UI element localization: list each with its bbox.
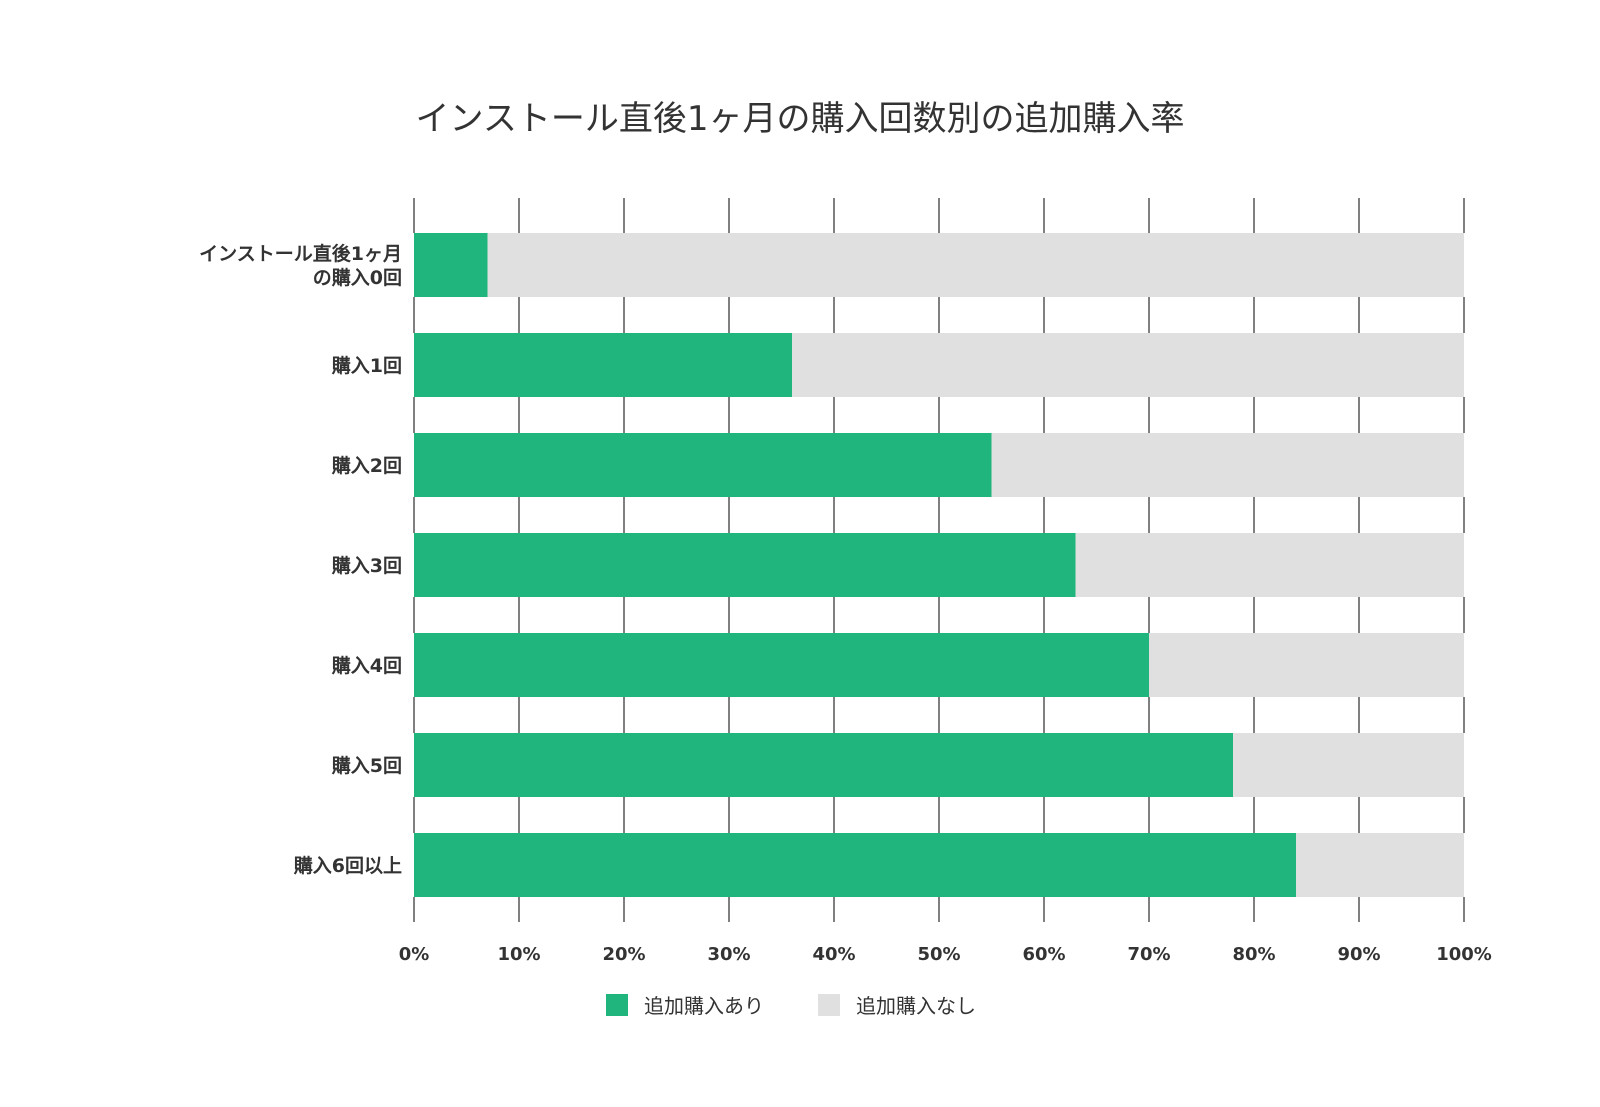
x-tick-label-9: 90% (1337, 944, 1380, 965)
grid-layer (413, 198, 1465, 922)
category-label-2: 購入2回 (332, 454, 402, 477)
x-tick-label-3: 30% (707, 944, 750, 965)
x-tick-label-6: 60% (1022, 944, 1065, 965)
x-tick-label-2: 20% (602, 944, 645, 965)
category-labels: インストール直後1ヶ月の購入0回購入1回購入2回購入3回購入4回購入5回購入6回… (199, 242, 402, 877)
x-tick-label-10: 100% (1436, 944, 1492, 965)
category-label-4: 購入4回 (332, 654, 402, 677)
bar-without-additional-5 (1233, 733, 1464, 797)
bar-without-additional-2 (991, 433, 1464, 497)
x-tick-label-8: 80% (1232, 944, 1275, 965)
bar-with-additional-0 (414, 233, 488, 297)
x-tick-labels: 0% 10% 20% 30% 40% 50% 60% 70% 80% 90% 100% (399, 944, 1492, 965)
category-label-3: 購入3回 (332, 554, 402, 577)
bar-without-additional-3 (1075, 533, 1464, 597)
bars-layer (414, 233, 1464, 897)
x-tick-label-4: 40% (812, 944, 855, 965)
bar-with-additional-4 (414, 633, 1149, 697)
x-tick-label-5: 50% (917, 944, 960, 965)
bar-with-additional-6 (414, 833, 1296, 897)
category-label-0-line-0: インストール直後1ヶ月 (199, 242, 402, 265)
legend-swatch-0 (606, 994, 628, 1016)
category-label-5: 購入5回 (332, 754, 402, 777)
chart-title: インストール直後1ヶ月の購入回数別の追加購入率 (416, 99, 1185, 139)
bar-without-additional-6 (1296, 833, 1464, 897)
category-label-6: 購入6回以上 (294, 854, 402, 877)
x-tick-label-0: 0% (399, 944, 430, 965)
bar-without-additional-0 (487, 233, 1464, 297)
bar-without-additional-4 (1149, 633, 1464, 697)
legend: 追加購入あり 追加購入なし (606, 994, 976, 1018)
bar-with-additional-2 (414, 433, 992, 497)
x-tick-label-1: 10% (497, 944, 540, 965)
bar-with-additional-1 (414, 333, 792, 397)
bar-without-additional-1 (792, 333, 1464, 397)
legend-swatch-1 (818, 994, 840, 1016)
bar-with-additional-3 (414, 533, 1076, 597)
bar-with-additional-5 (414, 733, 1233, 797)
legend-label-0: 追加購入あり (644, 994, 764, 1018)
legend-label-1: 追加購入なし (856, 994, 976, 1018)
x-tick-label-7: 70% (1127, 944, 1170, 965)
category-label-0-line-1: の購入0回 (313, 266, 402, 289)
category-label-1: 購入1回 (332, 354, 402, 377)
